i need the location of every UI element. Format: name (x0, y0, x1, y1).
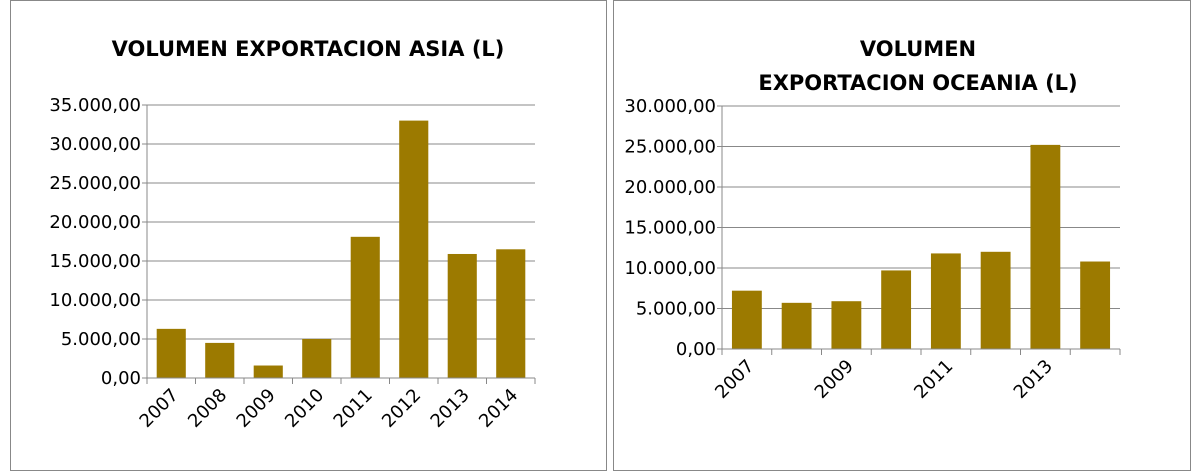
x-tick-label: 2007 (136, 385, 183, 432)
bar (881, 270, 912, 349)
y-tick-label: 25.000,00 (624, 137, 716, 158)
y-tick-label: 5.000,00 (636, 299, 716, 320)
x-tick-label: 2012 (378, 385, 425, 432)
x-tick-label: 2009 (811, 356, 858, 403)
bar (1030, 144, 1061, 349)
y-tick-label: 30.000,00 (49, 134, 141, 155)
y-tick-label: 20.000,00 (49, 212, 141, 233)
bar (156, 328, 186, 378)
y-tick-label: 20.000,00 (624, 177, 716, 198)
x-tick-label: 2013 (427, 385, 474, 432)
bar (781, 302, 812, 349)
x-tick-label: 2009 (233, 385, 280, 432)
y-tick-label: 35.000,00 (49, 95, 141, 116)
y-tick-label: 25.000,00 (49, 173, 141, 194)
bar (205, 342, 235, 378)
y-tick-label: 30.000,00 (624, 96, 716, 117)
x-tick-label: 2007 (711, 356, 758, 403)
bar (1080, 261, 1111, 349)
x-tick-label: 2013 (1010, 356, 1057, 403)
bar (253, 365, 283, 378)
x-tick-label: 2014 (475, 385, 522, 432)
bar (447, 253, 477, 378)
y-tick-label: 10.000,00 (624, 258, 716, 279)
y-tick-label: 15.000,00 (49, 251, 141, 272)
chart-title: VOLUMEN EXPORTACION ASIA (L) (112, 37, 505, 61)
y-tick-label: 5.000,00 (61, 329, 141, 350)
bar (350, 236, 380, 378)
bar (399, 120, 429, 378)
bar (496, 249, 526, 378)
y-tick-label: 0,00 (101, 368, 141, 389)
bar (980, 251, 1011, 349)
x-tick-label: 2011 (330, 385, 377, 432)
y-tick-label: 10.000,00 (49, 290, 141, 311)
x-tick-label: 2011 (910, 356, 957, 403)
y-tick-label: 15.000,00 (624, 218, 716, 239)
x-tick-label: 2008 (184, 385, 231, 432)
x-tick-label: 2010 (281, 385, 328, 432)
chart-title: VOLUMEN EXPORTACION OCEANIA (L) (758, 37, 1077, 95)
y-tick-label: 0,00 (676, 339, 716, 360)
bar (831, 301, 862, 349)
bar (731, 290, 762, 349)
bar (302, 339, 332, 378)
bar (930, 253, 961, 349)
